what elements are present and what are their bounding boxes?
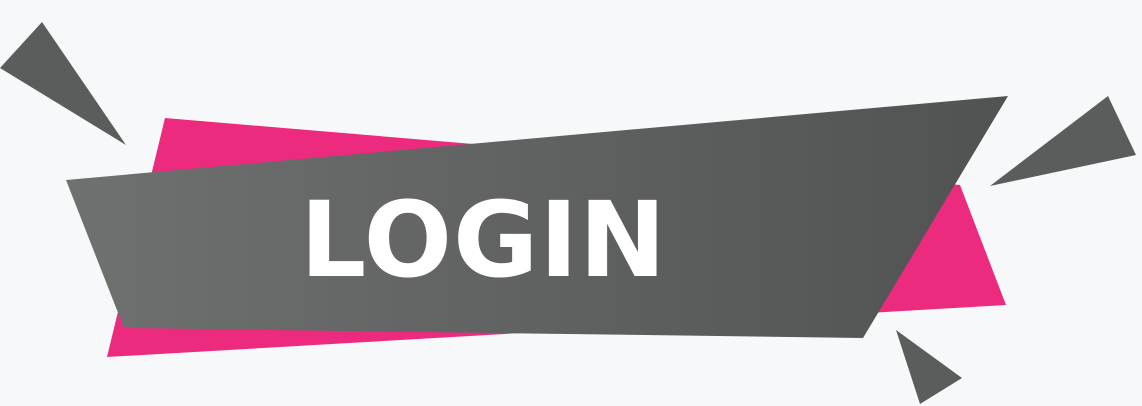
login-label[interactable]: LOGIN — [300, 179, 668, 301]
bottom-right-triangle-icon — [896, 330, 962, 404]
top-left-triangle-icon — [0, 22, 126, 145]
gray-ribbon-shape — [66, 96, 1008, 338]
right-triangle-icon — [990, 96, 1136, 186]
